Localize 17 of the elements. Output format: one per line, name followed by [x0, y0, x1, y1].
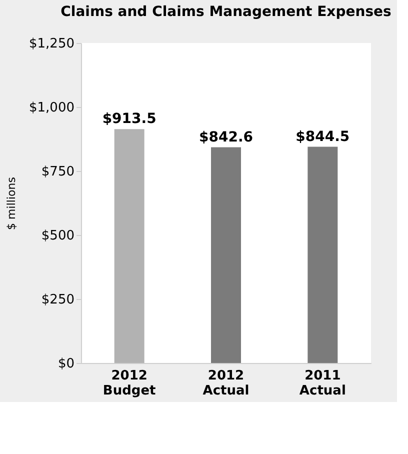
x-tick-label: 2012 Budget — [102, 368, 156, 398]
bar — [211, 147, 241, 363]
data-label: $844.5 — [296, 128, 350, 145]
data-label: $842.6 — [198, 129, 254, 146]
bar — [114, 129, 144, 363]
y-tick-label: $750 — [41, 164, 74, 180]
data-label: $913.5 — [102, 111, 156, 128]
y-tick-label: $1,250 — [29, 36, 74, 52]
y-tick-label: $500 — [41, 228, 74, 244]
x-tick-label: 2011 Actual — [299, 368, 346, 398]
y-axis-title: $ millions — [5, 176, 18, 230]
bar — [308, 146, 338, 363]
y-tick-label: $250 — [41, 292, 74, 308]
chart-title: Claims and Claims Management Expenses — [60, 4, 392, 20]
y-tick-label: $1,000 — [29, 100, 74, 116]
y-tick-label: $0 — [58, 356, 74, 372]
x-tick-label: 2012 Actual — [202, 368, 250, 398]
